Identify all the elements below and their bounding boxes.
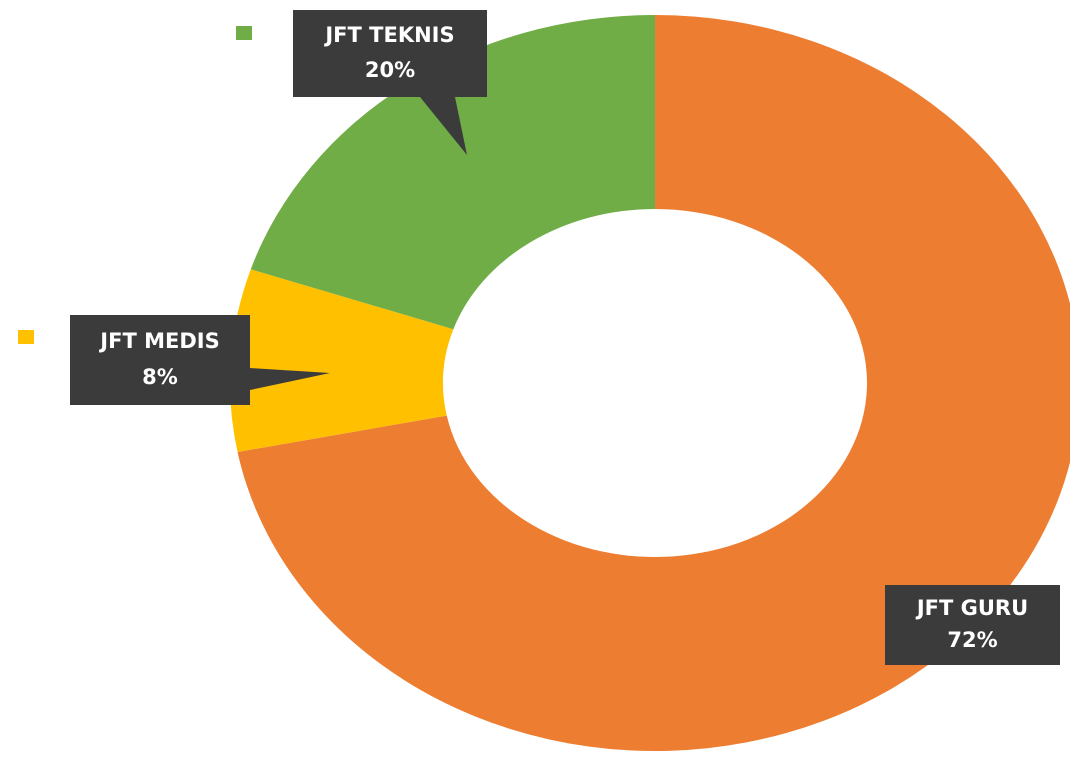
legend-marker: [236, 26, 252, 40]
slice-label: JFT MEDIS: [98, 329, 219, 353]
slice-label: JFT TEKNIS: [323, 23, 454, 47]
slice-label: JFT GURU: [915, 596, 1028, 620]
slice-value-label: 8%: [142, 365, 178, 389]
callout-box: [293, 10, 487, 97]
callout-box: [70, 315, 250, 405]
callout-pointer: [250, 368, 330, 390]
callout-box: [885, 585, 1060, 665]
slice-value-label: 72%: [947, 628, 997, 652]
callout-pointer: [420, 97, 467, 155]
donut-slice: [237, 15, 1070, 751]
slice-value-label: 20%: [365, 58, 415, 82]
legend-marker: [18, 330, 34, 344]
donut-slice: [230, 269, 454, 452]
donut-slice: [250, 15, 656, 330]
